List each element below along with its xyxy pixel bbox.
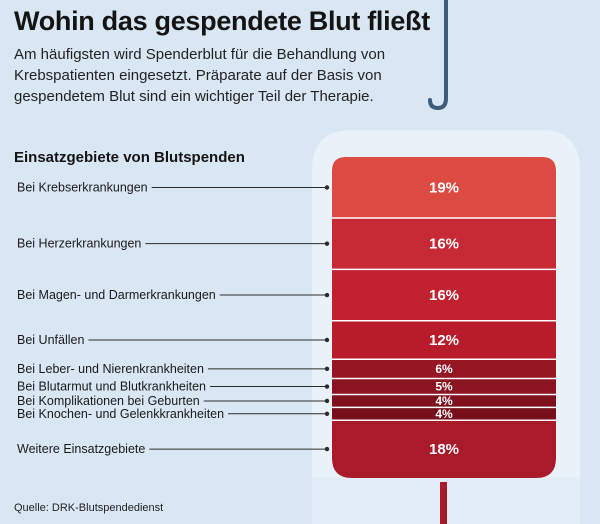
data-label: 5% [435, 380, 453, 394]
leader-dot [324, 241, 330, 246]
bar-segment [332, 320, 556, 360]
leader-dot [324, 446, 330, 452]
hook-icon [428, 0, 448, 111]
source-note: Quelle: DRK-Blutspendedienst [14, 502, 164, 514]
leader-dot [324, 411, 330, 416]
data-label: 16% [429, 287, 459, 304]
data-label: 19% [429, 179, 459, 196]
leader-dot [324, 337, 330, 343]
category-label: Bei Krebserkrankungen [17, 180, 148, 194]
category-label: Bei Komplikationen bei Geburten [17, 394, 200, 408]
blood-tube [440, 482, 447, 524]
data-label: 16% [429, 236, 459, 253]
chart-title: Einsatzgebiete von Blutspenden [14, 149, 245, 166]
leader-dot [324, 185, 330, 190]
leader-dot [324, 384, 330, 389]
category-label: Weitere Einsatzgebiete [17, 442, 145, 456]
category-label: Bei Leber- und Nierenkrankheiten [17, 362, 204, 376]
bar-segment [332, 269, 556, 321]
leader-dot [324, 292, 330, 298]
data-label: 4% [435, 407, 453, 421]
bar-segment [332, 378, 556, 395]
subtitle: Am häufigsten wird Spenderblut für die B… [14, 46, 386, 105]
data-label: 6% [435, 362, 453, 376]
bar-segment [332, 407, 556, 421]
category-label: Bei Magen- und Darmerkrankungen [17, 288, 216, 302]
bar-segment [332, 394, 556, 408]
leader-dot [324, 398, 330, 404]
category-label: Bei Herzerkrankungen [17, 237, 141, 251]
bar-segment [332, 157, 556, 218]
bar-segment [332, 217, 556, 270]
chart-segments: 19%16%16%12%6%5%4%4%18% [332, 157, 556, 478]
bar-segment [332, 420, 556, 478]
category-label: Bei Knochen- und Gelenkkrankheiten [17, 407, 224, 421]
data-label: 12% [429, 332, 459, 349]
category-label: Bei Unfällen [17, 333, 84, 347]
bar-segment [332, 359, 556, 379]
data-label: 18% [429, 441, 459, 458]
category-label: Bei Blutarmut und Blutkrankheiten [17, 380, 206, 394]
chart-category-labels: Bei Krebserkrankungen Bei Herzerkrankunge… [17, 180, 330, 456]
page-title: Wohin das gespendete Blut fließt [14, 6, 430, 36]
data-label: 4% [435, 394, 453, 408]
leader-dot [324, 366, 330, 372]
